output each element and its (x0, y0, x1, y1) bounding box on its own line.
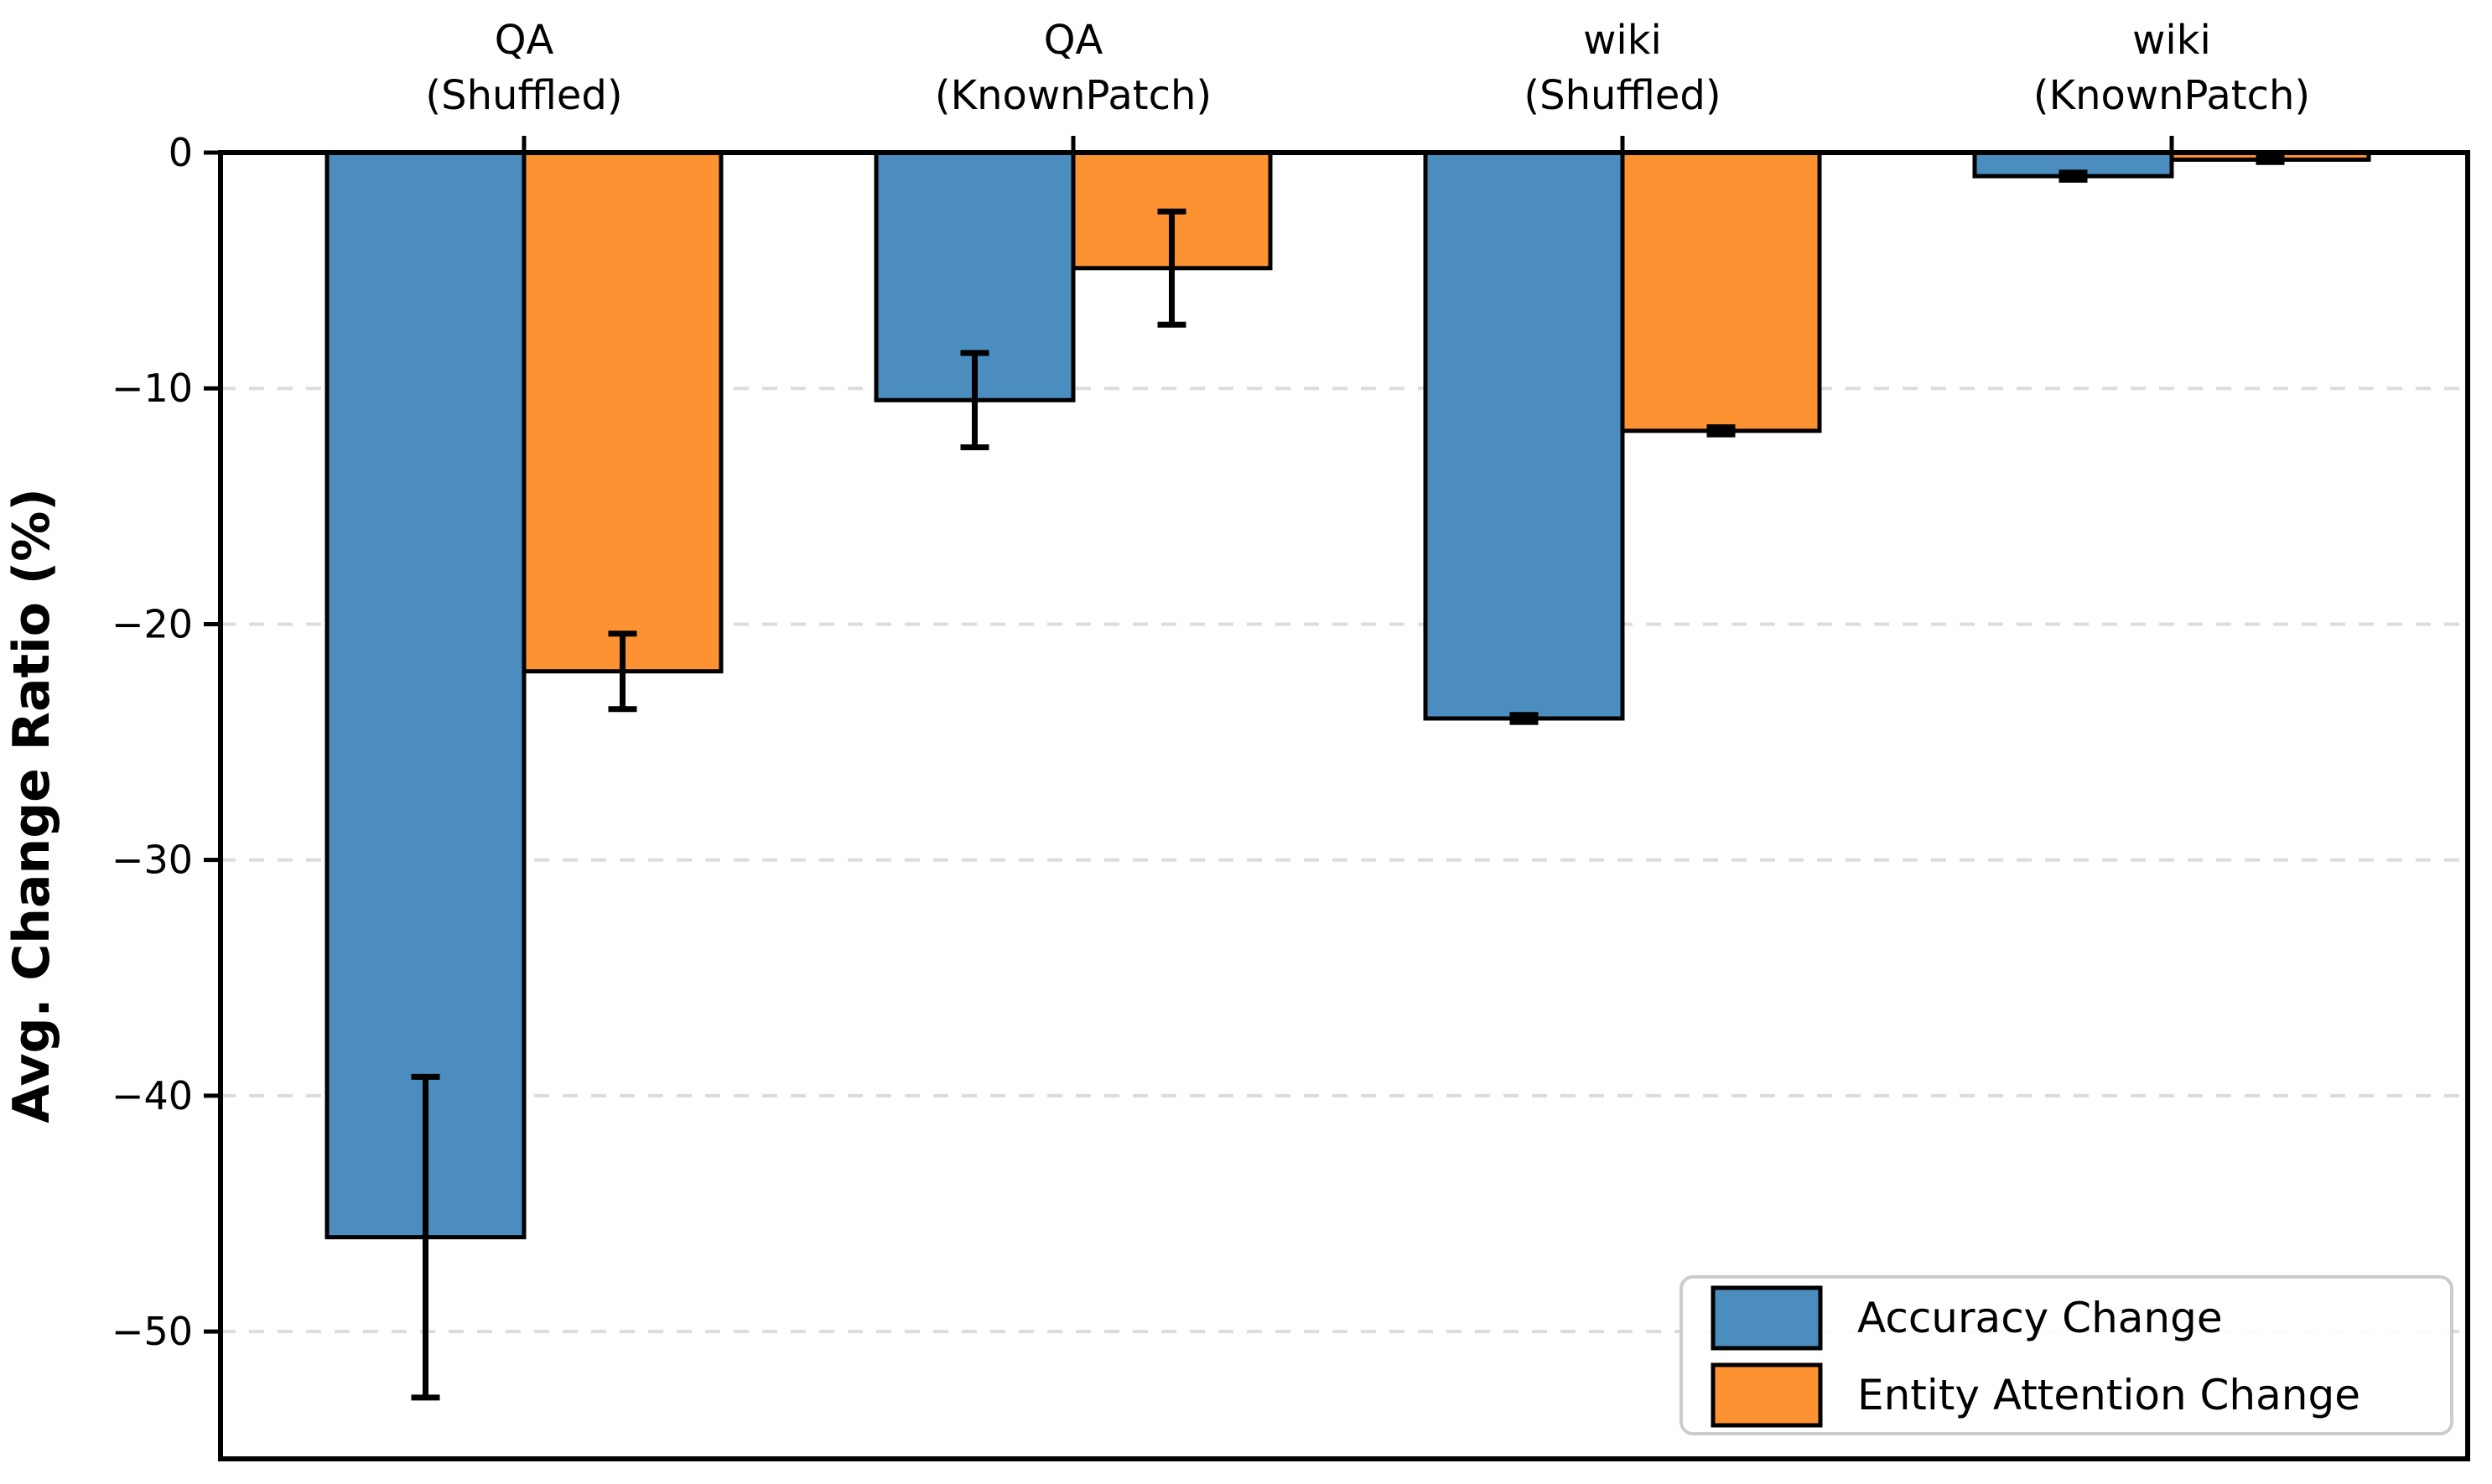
error-bar (2058, 169, 2088, 183)
category-label-line2: (KnownPatch) (935, 72, 1212, 119)
bar-entity-group3 (1620, 150, 1822, 433)
legend-box (1680, 1275, 2453, 1435)
y-tick-label: −20 (112, 601, 193, 646)
error-bar (411, 1073, 440, 1401)
y-tick-label: 0 (169, 130, 193, 175)
category-label-line2: (KnownPatch) (2033, 72, 2310, 119)
category-label-line1: QA (495, 17, 554, 64)
category-label-line1: wiki (1583, 17, 1662, 64)
y-tick-label: −30 (112, 838, 193, 883)
error-bar (1509, 712, 1539, 725)
error-bar (608, 630, 637, 713)
category-label-line2: (Shuffled) (425, 72, 622, 119)
category-label-line1: QA (1044, 17, 1103, 64)
y-tick-label: −10 (112, 366, 193, 411)
axes-frame (218, 150, 2470, 1461)
category-label-line1: wiki (2132, 17, 2211, 64)
y-tick-label: −40 (112, 1073, 193, 1118)
y-axis-label: Avg. Change Ratio (%) (3, 488, 61, 1123)
error-bar (2256, 154, 2285, 165)
error-bar (1706, 424, 1736, 438)
error-bar (960, 350, 989, 451)
bar-entity-group1 (522, 150, 724, 674)
legend-swatch-entity (1711, 1362, 1823, 1428)
bar-accuracy-group3 (1423, 150, 1625, 721)
category-label-line2: (Shuffled) (1524, 72, 1721, 119)
y-tick-label: −50 (112, 1309, 193, 1354)
error-bar (1157, 208, 1186, 328)
legend-swatch-accuracy (1711, 1285, 1823, 1351)
bar-accuracy-group1 (324, 150, 527, 1240)
legend-label: Entity Attention Change (1857, 1371, 2360, 1419)
legend-label: Accuracy Change (1857, 1294, 2223, 1342)
